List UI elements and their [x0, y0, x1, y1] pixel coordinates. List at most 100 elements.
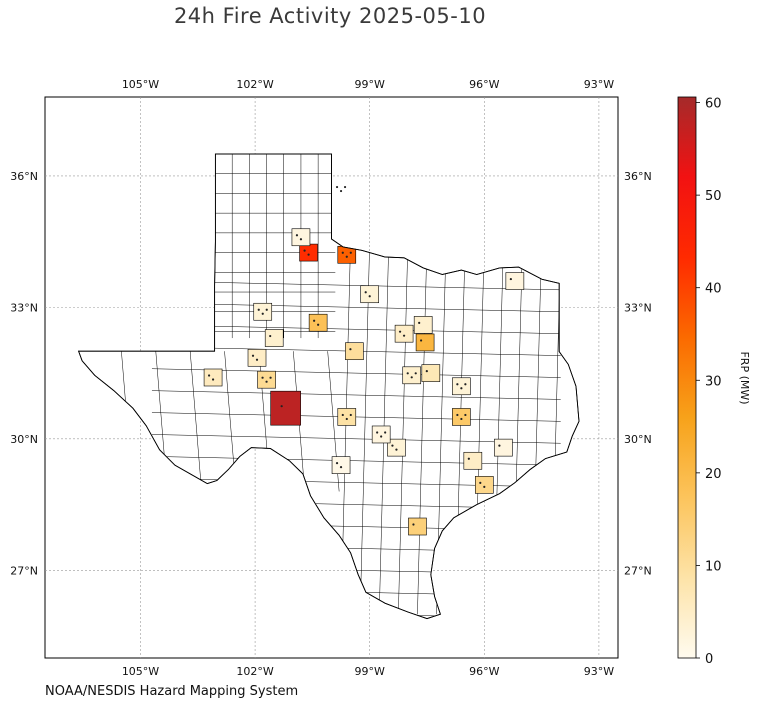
lon-label-bottom: 99°W: [355, 665, 385, 678]
fire-detection-dot: [261, 376, 264, 379]
fire-detection-dot: [395, 448, 398, 451]
fire-detection-dot: [380, 435, 383, 438]
fire-detection-dot: [425, 370, 428, 373]
shaded-county: [505, 272, 525, 290]
fire-detection-dot: [376, 431, 379, 434]
shaded-county: [337, 408, 357, 426]
lat-label-left: 27°N: [10, 564, 38, 577]
fire-detection-dot: [414, 372, 417, 375]
colorbar-tick-label: 20: [705, 467, 722, 482]
fire-detection-dot: [456, 413, 459, 417]
fire-detection-dot: [467, 457, 470, 460]
fire-detection-dot: [211, 378, 215, 381]
lat-label-right: 27°N: [624, 564, 652, 577]
lon-label-top: 99°W: [355, 78, 385, 91]
shaded-county: [253, 302, 273, 321]
shaded-county: [494, 438, 513, 457]
lon-label-top: 93°W: [584, 78, 614, 91]
shaded-county: [394, 324, 414, 343]
fire-detection-dot: [251, 354, 255, 357]
county-boundary: [151, 302, 561, 313]
shaded-county: [415, 333, 435, 352]
shaded-county: [452, 408, 471, 426]
axis-tick-labels: 105°W 105°W 102°W 102°W 99°W 99°W 96°W 96°W 93°W…: [10, 78, 651, 678]
shaded-county: [474, 476, 494, 494]
fire-detection-dot: [419, 339, 423, 342]
shaded-county: [452, 377, 471, 396]
county-boundary: [151, 434, 561, 444]
shaded-county: [308, 313, 328, 332]
fire-detection-dot: [299, 238, 303, 241]
county-boundary: [151, 324, 561, 334]
fire-detection-dot: [398, 330, 402, 333]
texas-border: [77, 153, 580, 620]
shaded-county: [371, 425, 391, 444]
shaded-county: [463, 451, 483, 470]
fire-detection-dot: [261, 312, 264, 315]
map-title: 24h Fire Activity 2025-05-10: [173, 4, 487, 28]
shaded-county: [299, 243, 318, 262]
county-boundary: [151, 456, 561, 466]
shaded-county: [345, 342, 364, 361]
fire-detection-dot: [509, 277, 512, 281]
lat-label-left: 33°N: [10, 301, 38, 314]
fire-detection-dot: [339, 466, 343, 469]
fire-detection-dot: [313, 319, 316, 322]
fire-detection-dot: [341, 413, 344, 417]
fire-detection-dot: [307, 253, 310, 256]
county-boundary: [151, 280, 561, 291]
colorbar-ticks: 0 10 20 30 40 50 60: [696, 97, 722, 667]
fire-detection-dot: [265, 380, 268, 383]
shaded-county: [413, 316, 433, 334]
lon-label-bottom: 102°W: [236, 665, 273, 678]
fire-detection-dot: [280, 405, 283, 408]
fire-detection-dot: [349, 251, 352, 254]
colorbar-label: FRP (MW): [738, 351, 751, 404]
fire-detection-dot: [317, 323, 320, 326]
fire-detection-dot: [464, 413, 467, 417]
fire-detection-dot: [339, 189, 343, 193]
fire-detection-dot: [483, 485, 486, 488]
colorbar-tick-label: 30: [705, 374, 722, 389]
fire-detection-dot: [349, 348, 352, 351]
fire-detection-dot: [460, 387, 463, 390]
colorbar-tick-label: 50: [705, 189, 722, 204]
fire-detection-dot: [295, 234, 299, 237]
fire-detection-dot: [343, 185, 347, 189]
shaded-county: [408, 517, 427, 536]
fire-detection-dot: [406, 372, 409, 375]
shaded-county: [264, 329, 284, 347]
lon-label-bottom: 93°W: [584, 665, 614, 678]
fire-detection-dot: [464, 383, 467, 386]
fire-detection-dot: [456, 383, 459, 386]
fire-detection-dot: [345, 417, 348, 421]
lon-label-top: 105°W: [122, 78, 159, 91]
fire-detection-dot: [207, 374, 211, 377]
data-source-credit: NOAA/NESDIS Hazard Mapping System: [45, 684, 299, 699]
lat-label-right: 30°N: [624, 433, 652, 446]
shaded-county: [203, 368, 223, 387]
lon-label-top: 96°W: [469, 78, 499, 91]
county-boundary: [398, 241, 409, 615]
shaded-county: [402, 366, 422, 385]
fire-detection-dot: [410, 376, 413, 379]
lat-label-right: 36°N: [624, 170, 652, 183]
fire-detection-dot: [345, 255, 348, 258]
shaded-county: [360, 285, 380, 304]
lat-label-left: 36°N: [10, 170, 38, 183]
lon-label-top: 102°W: [236, 78, 273, 91]
fire-detection-dot: [269, 334, 272, 338]
fire-detection-dot: [368, 295, 371, 298]
shaded-county: [387, 438, 406, 457]
lat-label-right: 33°N: [624, 301, 652, 314]
fire-detection-dot: [303, 249, 306, 252]
fire-detection-dot: [460, 417, 463, 421]
fire-detection-dot: [335, 462, 339, 465]
colorbar-tick-label: 40: [705, 282, 722, 297]
fire-detection-dot: [257, 308, 260, 311]
fire-detection-dot: [269, 376, 272, 379]
colorbar-tick-label: 0: [705, 652, 713, 667]
county-boundary: [189, 351, 202, 492]
fire-detection-dot: [335, 185, 339, 189]
